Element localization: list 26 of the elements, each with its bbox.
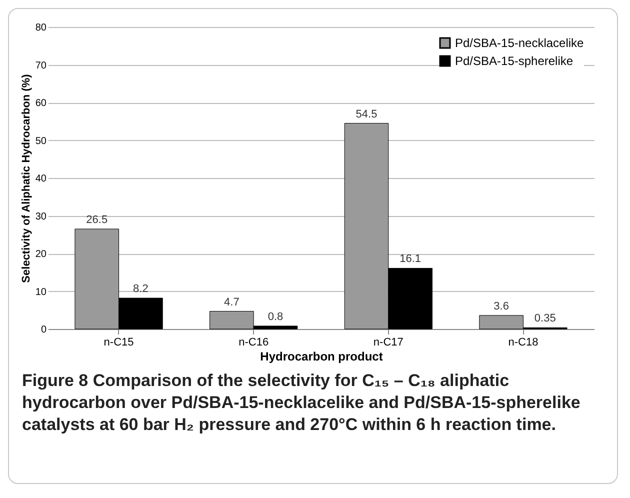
legend-label: Pd/SBA-15-spherelike	[455, 54, 574, 68]
y-axis-title: Selectivity of Aliphatic Hydrocarbon (%)	[20, 74, 32, 283]
data-label: 16.1	[400, 253, 422, 266]
y-tick-label: 50	[35, 136, 47, 147]
data-label: 4.7	[224, 296, 240, 308]
y-tick-label: 10	[35, 286, 47, 298]
y-tick-label: 20	[35, 249, 47, 260]
data-label: 0.35	[534, 312, 556, 325]
y-tick-label: 30	[35, 211, 47, 222]
y-tick-label: 40	[35, 174, 47, 184]
x-axis-title: Hydrocarbon product	[260, 350, 383, 364]
data-label: 8.2	[133, 283, 148, 296]
y-tick-label: 80	[35, 22, 47, 34]
x-tick-label: n-C16	[238, 336, 269, 348]
x-tick-label: n-C17	[373, 336, 404, 348]
caption: Figure 8 Comparison of the selectivity for C₁₅ – C₁₈ aliphatic hydrocarbon over Pd/SBA-15-necklacelike and Pd/SBA-15-spherelike catalysts at 60 bar H₂ pressure and 270°C within 6 h reaction time.	[22, 370, 582, 436]
legend-label: Pd/SBA-15-necklacelike	[455, 36, 584, 50]
data-label: 26.5	[86, 214, 108, 226]
y-tick-label: 60	[35, 98, 47, 109]
y-tick-label: 70	[35, 60, 47, 72]
x-tick-label: n-C18	[508, 336, 538, 348]
x-tick-label: n-C15	[104, 336, 134, 348]
data-label: 0.8	[268, 310, 284, 323]
data-label: 54.5	[356, 108, 378, 120]
data-label: 3.6	[494, 300, 509, 312]
y-tick-label: 0	[40, 324, 47, 336]
